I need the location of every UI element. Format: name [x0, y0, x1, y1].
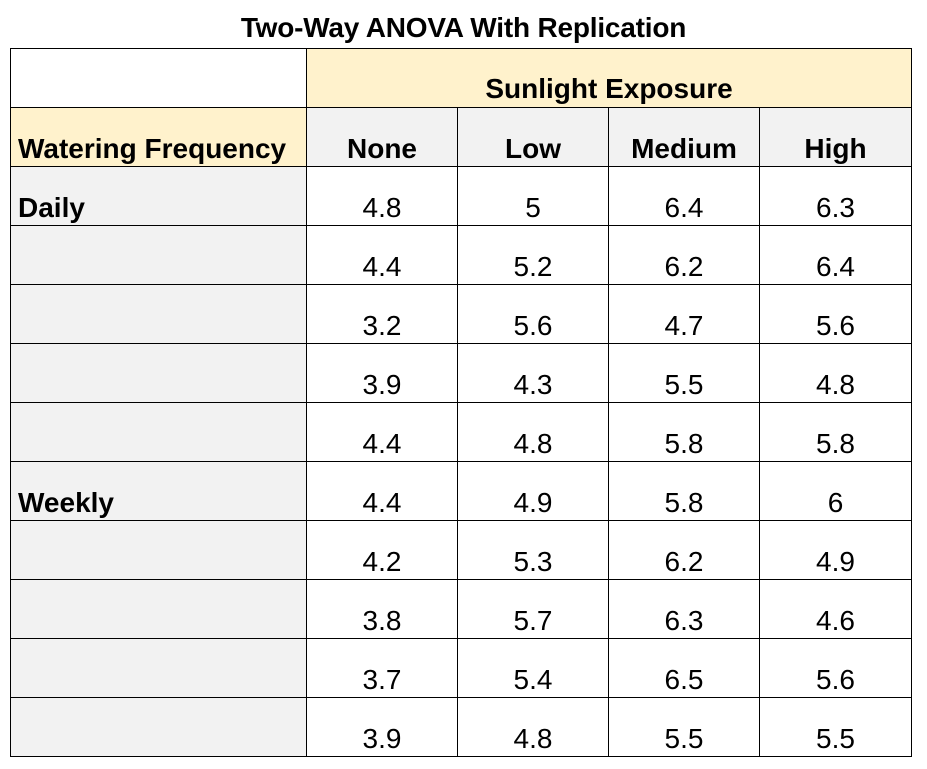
row-group-label [11, 285, 307, 344]
table-cell: 3.2 [307, 285, 458, 344]
table-cell: 4.4 [307, 226, 458, 285]
table-cell: 4.9 [458, 462, 609, 521]
row-group-label [11, 580, 307, 639]
table-cell: 6.3 [609, 580, 760, 639]
table-cell: 5.7 [458, 580, 609, 639]
table-cell: 3.8 [307, 580, 458, 639]
table-cell: 4.3 [458, 344, 609, 403]
column-header-none: None [307, 108, 458, 167]
table-cell: 4.4 [307, 462, 458, 521]
table-cell: 5.4 [458, 639, 609, 698]
column-header-medium: Medium [609, 108, 760, 167]
table-cell: 4.8 [458, 403, 609, 462]
column-header-high: High [760, 108, 912, 167]
page-title: Two-Way ANOVA With Replication [240, 12, 687, 43]
table-cell: 5.5 [609, 698, 760, 757]
table-cell: 6.4 [760, 226, 912, 285]
table-cell: 5.5 [760, 698, 912, 757]
table-cell: 5 [458, 167, 609, 226]
row-group-label: Weekly [11, 462, 307, 521]
table-cell: 4.7 [609, 285, 760, 344]
anova-data-table: Sunlight Exposure Watering Frequency Non… [10, 48, 912, 757]
table-cell: 3.9 [307, 698, 458, 757]
table-corner-cell [11, 49, 307, 108]
row-group-label: Daily [11, 167, 307, 226]
table-cell: 6 [760, 462, 912, 521]
table-cell: 5.3 [458, 521, 609, 580]
table-cell: 4.8 [458, 698, 609, 757]
table-cell: 5.6 [760, 639, 912, 698]
table-cell: 4.8 [307, 167, 458, 226]
table-cell: 6.2 [609, 521, 760, 580]
row-group-label [11, 344, 307, 403]
table-cell: 6.3 [760, 167, 912, 226]
table-cell: 4.4 [307, 403, 458, 462]
column-group-header: Sunlight Exposure [307, 49, 912, 108]
table-cell: 6.5 [609, 639, 760, 698]
row-group-label [11, 521, 307, 580]
row-group-label [11, 403, 307, 462]
table-cell: 4.6 [760, 580, 912, 639]
table-cell: 3.7 [307, 639, 458, 698]
table-cell: 5.5 [609, 344, 760, 403]
row-group-label [11, 698, 307, 757]
table-cell: 4.9 [760, 521, 912, 580]
row-group-label [11, 226, 307, 285]
table-cell: 5.8 [609, 462, 760, 521]
row-header: Watering Frequency [11, 108, 307, 167]
table-cell: 6.4 [609, 167, 760, 226]
table-cell: 4.8 [760, 344, 912, 403]
table-cell: 6.2 [609, 226, 760, 285]
table-cell: 4.2 [307, 521, 458, 580]
table-cell: 5.2 [458, 226, 609, 285]
table-cell: 5.8 [760, 403, 912, 462]
table-cell: 5.6 [458, 285, 609, 344]
table-cell: 3.9 [307, 344, 458, 403]
table-cell: 5.8 [609, 403, 760, 462]
table-cell: 5.6 [760, 285, 912, 344]
row-group-label [11, 639, 307, 698]
column-header-low: Low [458, 108, 609, 167]
